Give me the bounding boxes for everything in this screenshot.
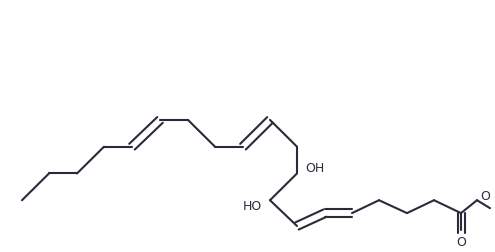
- Text: O: O: [480, 190, 490, 203]
- Text: O: O: [456, 236, 466, 249]
- Text: HO: HO: [243, 200, 262, 213]
- Text: OH: OH: [305, 162, 324, 175]
